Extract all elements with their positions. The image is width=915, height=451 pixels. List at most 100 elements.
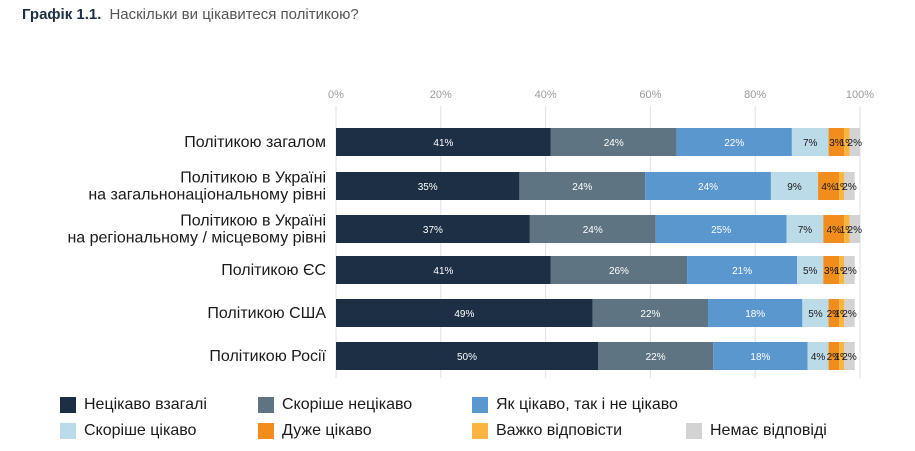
legend-item: Дуже цікаво	[258, 422, 372, 440]
data-label: 2%	[842, 309, 857, 320]
stacked-bar-chart: 0% 20% 40% 60% 80% 100% Політикою загалом Політ…	[67, 89, 874, 378]
bar-segment	[844, 172, 855, 200]
x-tick-label: 20%	[430, 89, 452, 101]
data-label: 41%	[433, 138, 453, 149]
legend-swatch	[258, 397, 274, 413]
bar-segment	[676, 128, 792, 156]
category-label: Політикою загалом	[184, 134, 326, 151]
bar-segment	[844, 215, 850, 243]
data-label: 22%	[640, 309, 660, 320]
data-label: 35%	[418, 182, 438, 193]
legend-swatch	[686, 423, 702, 439]
legend-label: Немає відповіді	[710, 422, 827, 439]
legend-label: Як цікаво, так і не цікаво	[496, 396, 678, 413]
bar-segment	[823, 256, 840, 284]
bar-segment	[786, 215, 824, 243]
bar-segment	[687, 256, 798, 284]
data-label: 24%	[583, 225, 603, 236]
data-label: 24%	[572, 182, 592, 193]
legend-swatch	[258, 423, 274, 439]
legend-swatch	[472, 397, 488, 413]
data-label: 18%	[750, 352, 770, 363]
legend-item: Як цікаво, так і не цікаво	[472, 396, 678, 414]
bar-segment	[839, 172, 845, 200]
data-label: 1%	[834, 182, 849, 193]
chart-title: Графік 1.1. Наскільки ви цікавитеся політ…	[22, 6, 359, 23]
data-label: 4%	[811, 352, 826, 363]
bar-segment	[713, 342, 808, 370]
legend-label: Дуже цікаво	[282, 422, 372, 439]
bar-segment	[818, 172, 840, 200]
data-label: 2%	[842, 352, 857, 363]
bar-segment	[598, 342, 714, 370]
bar-segment	[336, 256, 551, 284]
x-tick-label: 60%	[639, 89, 661, 101]
data-label: 1%	[840, 225, 855, 236]
data-label: 1%	[834, 309, 849, 320]
bar-segment	[592, 299, 709, 327]
legend-item: Скоріше цікаво	[60, 422, 196, 440]
data-label: 25%	[711, 225, 731, 236]
legend-swatch	[60, 397, 76, 413]
bar-segment	[797, 256, 824, 284]
bar-segment	[529, 215, 656, 243]
data-label: 49%	[454, 309, 474, 320]
data-label: 2%	[827, 352, 842, 363]
data-label: 2%	[827, 309, 842, 320]
bar-segment	[336, 215, 530, 243]
x-tick-label: 100%	[846, 89, 874, 101]
category-label: на загальнонаціональному рівні	[88, 187, 326, 204]
data-label: 4%	[821, 182, 836, 193]
bar-segment	[844, 128, 850, 156]
bar-segment	[791, 128, 829, 156]
category-label: Політикою Росії	[209, 348, 326, 365]
category-label: Політикою в Україні	[180, 170, 326, 187]
bar-segment	[839, 256, 845, 284]
legend-label: Важко відповісти	[496, 422, 623, 439]
bar-segment	[823, 215, 845, 243]
data-label: 4%	[827, 225, 842, 236]
bar-segment	[844, 299, 855, 327]
data-label: 41%	[433, 266, 453, 277]
bar-segment	[550, 128, 677, 156]
bar-segment	[828, 342, 840, 370]
bar-segment	[336, 172, 520, 200]
legend-item: Важко відповісти	[472, 422, 622, 440]
x-tick-label: 80%	[744, 89, 766, 101]
legend-item: Нецікаво взагалі	[60, 396, 207, 414]
bar-segment	[807, 342, 829, 370]
bar-segment	[828, 299, 840, 327]
data-label: 2%	[842, 182, 857, 193]
legend-item: Немає відповіді	[686, 422, 827, 440]
legend-label: Скоріше цікаво	[84, 422, 197, 439]
data-label: 1%	[840, 138, 855, 149]
category-label: на регіональному / місцевому рівні	[67, 230, 326, 247]
data-label: 21%	[732, 266, 752, 277]
data-label: 24%	[698, 182, 718, 193]
data-label: 22%	[724, 138, 744, 149]
data-label: 5%	[808, 309, 823, 320]
bar-segment	[844, 342, 855, 370]
data-label: 50%	[457, 352, 477, 363]
data-label: 9%	[787, 182, 802, 193]
data-label: 2%	[848, 225, 863, 236]
bar-segment	[708, 299, 803, 327]
bar-segment	[839, 299, 845, 327]
legend-label: Скоріше нецікаво	[282, 396, 413, 413]
bar-segment	[839, 342, 845, 370]
data-label: 18%	[745, 309, 765, 320]
data-label: 37%	[423, 225, 443, 236]
category-label: Політикою в Україні	[180, 213, 326, 230]
x-tick-label: 40%	[535, 89, 557, 101]
bar-segment	[828, 128, 845, 156]
legend-swatch	[60, 423, 76, 439]
bar-segment	[849, 215, 860, 243]
data-label: 1%	[834, 266, 849, 277]
data-label: 2%	[842, 266, 857, 277]
data-label: 5%	[803, 266, 818, 277]
legend-item: Скоріше нецікаво	[258, 396, 412, 414]
legend-swatch	[472, 423, 488, 439]
data-label: 3%	[829, 138, 844, 149]
bar-segment	[802, 299, 829, 327]
legend: Нецікаво взагалі Скоріше нецікаво Як цікав…	[60, 396, 900, 446]
